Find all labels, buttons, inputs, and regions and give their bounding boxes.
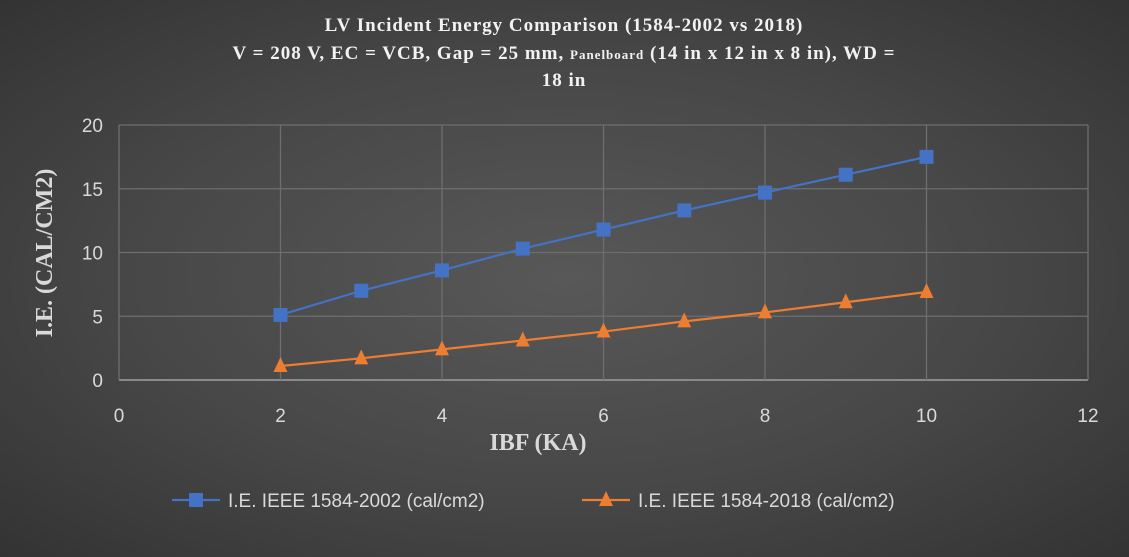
data-point — [677, 203, 692, 218]
data-point — [677, 312, 692, 328]
data-point — [435, 340, 449, 356]
series-2 — [273, 283, 934, 372]
x-tick-label: 10 — [916, 406, 937, 427]
y-tick-label: 0 — [92, 371, 103, 392]
data-point — [758, 185, 772, 200]
chart-title-part-c: (14 in x 12 in x 8 in), WD = — [644, 43, 895, 64]
chart-title-part-b: Panelboard — [570, 47, 644, 62]
chart-title-part-a: V = 208 V, EC = VCB, Gap = 25 mm, — [233, 43, 570, 64]
data-point — [354, 349, 369, 365]
legend-label: I.E. IEEE 1584-2002 (cal/cm2) — [228, 491, 485, 512]
x-tick-label: 4 — [437, 406, 448, 427]
y-tick-label: 15 — [82, 180, 103, 201]
series-1 — [273, 149, 934, 322]
legend-item-1: I.E. IEEE 1584-2002 (cal/cm2) — [172, 491, 485, 512]
data-point — [919, 283, 934, 299]
tick-labels: 0 5 10 15 20 0 2 4 6 8 10 12 — [82, 116, 1099, 427]
data-point — [435, 263, 449, 278]
legend-item-2: I.E. IEEE 1584-2018 (cal/cm2) — [582, 491, 895, 512]
data-point — [273, 307, 288, 322]
data-point — [273, 356, 288, 372]
y-tick-label: 20 — [82, 116, 103, 137]
data-point — [758, 303, 772, 319]
data-point — [838, 167, 853, 182]
data-point — [596, 222, 611, 237]
chart-title-line-2: V = 208 V, EC = VCB, Gap = 25 mm, Panelb… — [233, 43, 896, 64]
data-point — [838, 293, 853, 309]
data-point — [596, 322, 611, 338]
legend-label: I.E. IEEE 1584-2018 (cal/cm2) — [638, 491, 895, 512]
x-tick-label: 8 — [760, 406, 771, 427]
y-tick-label: 10 — [82, 244, 103, 265]
x-axis-label: IBF (KA) — [489, 430, 586, 456]
x-tick-label: 0 — [114, 406, 125, 427]
y-tick-label: 5 — [92, 307, 103, 328]
y-axis-label: I.E. (CAL/CM2) — [32, 169, 58, 338]
data-point — [515, 241, 530, 256]
series-group — [273, 149, 934, 372]
legend-marker — [189, 493, 203, 507]
x-tick-label: 12 — [1077, 406, 1098, 427]
data-point — [515, 331, 530, 347]
grid — [118, 124, 1089, 381]
legend-marker — [599, 491, 613, 506]
legend: I.E. IEEE 1584-2002 (cal/cm2) I.E. IEEE 1… — [172, 491, 895, 512]
x-tick-label: 6 — [598, 406, 609, 427]
chart-title-line-1: LV Incident Energy Comparison (1584-2002… — [325, 15, 804, 36]
x-tick-label: 2 — [275, 406, 286, 427]
data-point — [919, 149, 934, 164]
data-point — [354, 283, 369, 298]
chart-title-line-3: 18 in — [542, 70, 587, 91]
